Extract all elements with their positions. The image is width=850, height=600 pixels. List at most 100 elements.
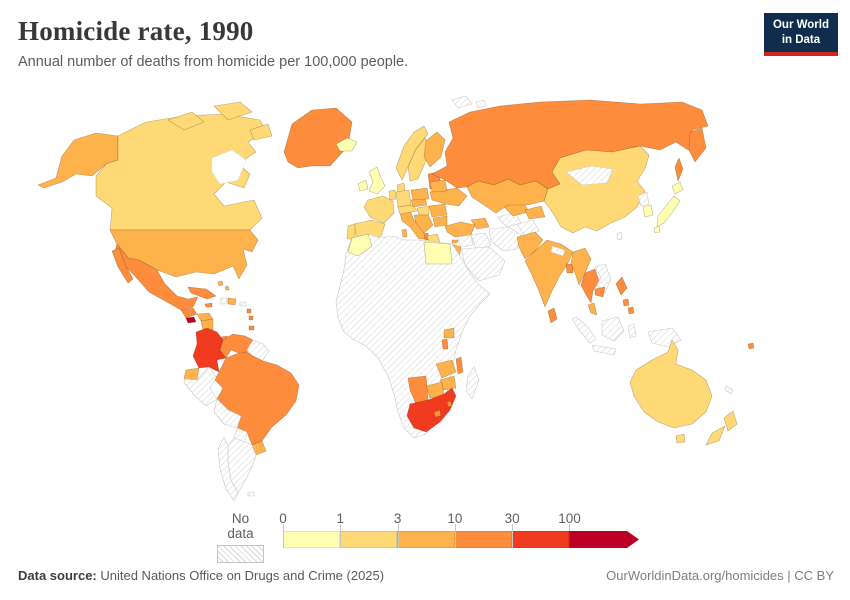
- country-romania[interactable]: [428, 203, 448, 218]
- country-taiwan[interactable]: [616, 231, 623, 241]
- country-benelux[interactable]: [388, 189, 397, 201]
- country-morocco[interactable]: [347, 233, 373, 257]
- country-svalbard[interactable]: [451, 95, 487, 109]
- country-india[interactable]: [524, 239, 574, 308]
- country-poland[interactable]: [410, 187, 430, 201]
- country-russia-kamchatka[interactable]: [688, 127, 707, 163]
- country-peru[interactable]: [183, 366, 218, 407]
- country-kyrgyzstan-tajikistan[interactable]: [524, 205, 546, 220]
- country-guatemala[interactable]: [180, 307, 198, 319]
- country-canada-arctic-3[interactable]: [249, 123, 273, 141]
- chart-subtitle: Annual number of deaths from homicide pe…: [18, 54, 409, 70]
- country-yugoslavia[interactable]: [413, 214, 434, 234]
- country-japan[interactable]: [653, 181, 684, 234]
- legend-swatch-1-3[interactable]: [340, 531, 398, 548]
- country-iran[interactable]: [488, 226, 522, 252]
- country-turkey[interactable]: [444, 221, 476, 238]
- country-ireland[interactable]: [357, 179, 369, 192]
- data-source: Data source: United Nations Office on Dr…: [18, 568, 384, 583]
- country-bahamas[interactable]: [217, 280, 230, 291]
- country-malawi[interactable]: [455, 356, 464, 375]
- country-cyprus[interactable]: [451, 239, 459, 244]
- country-philippines[interactable]: [615, 276, 635, 315]
- country-haiti[interactable]: [220, 297, 228, 305]
- country-el-salvador[interactable]: [185, 316, 197, 324]
- country-puerto-rico[interactable]: [239, 301, 247, 307]
- country-united-kingdom[interactable]: [368, 166, 386, 195]
- country-new-guinea[interactable]: [647, 327, 682, 348]
- country-uganda[interactable]: [443, 327, 455, 339]
- country-nicaragua[interactable]: [200, 318, 214, 331]
- country-jamaica[interactable]: [204, 302, 213, 308]
- country-new-zealand[interactable]: [705, 410, 738, 446]
- legend-swatch-10-30[interactable]: [454, 531, 512, 548]
- country-finland[interactable]: [423, 131, 446, 168]
- country-bangladesh[interactable]: [565, 263, 574, 274]
- country-fiji[interactable]: [747, 342, 755, 350]
- country-madagascar[interactable]: [465, 366, 480, 400]
- country-venezuela[interactable]: [219, 333, 254, 359]
- data-source-text: United Nations Office on Drugs and Crime…: [96, 568, 385, 583]
- country-mexico[interactable]: [113, 243, 199, 311]
- country-hungary[interactable]: [416, 205, 430, 216]
- legend-swatch-0-1[interactable]: [283, 531, 341, 548]
- country-indonesia-borneo[interactable]: [601, 316, 625, 342]
- country-france[interactable]: [363, 195, 395, 224]
- legend-swatch-30-100[interactable]: [511, 531, 570, 548]
- country-falkland-islands[interactable]: [247, 491, 255, 497]
- country-australia[interactable]: [629, 339, 713, 429]
- country-chile[interactable]: [217, 436, 239, 502]
- legend-swatch-100-plus[interactable]: [569, 531, 639, 548]
- country-ecuador[interactable]: [183, 367, 200, 381]
- country-norway[interactable]: [395, 125, 429, 181]
- country-canada-arctic-2[interactable]: [213, 101, 253, 121]
- country-egypt[interactable]: [423, 241, 453, 265]
- country-greenland[interactable]: [283, 107, 353, 169]
- footer-link[interactable]: OurWorldinData.org/homicides | CC BY: [606, 568, 834, 583]
- country-russia-sakhalin[interactable]: [674, 157, 684, 182]
- country-syria[interactable]: [456, 234, 474, 248]
- country-mongolia[interactable]: [565, 165, 614, 186]
- country-belarus[interactable]: [429, 179, 448, 193]
- country-canada[interactable]: [95, 113, 267, 231]
- country-myanmar[interactable]: [570, 247, 592, 286]
- country-brazil[interactable]: [214, 351, 300, 446]
- country-iraq[interactable]: [470, 232, 492, 252]
- country-south-korea[interactable]: [642, 204, 654, 218]
- country-lesotho[interactable]: [433, 409, 442, 418]
- country-swaziland[interactable]: [446, 400, 453, 408]
- country-colombia[interactable]: [192, 327, 227, 373]
- world-map: [0, 88, 850, 508]
- country-cuba[interactable]: [187, 286, 217, 300]
- country-nepal[interactable]: [550, 245, 566, 257]
- country-australia-tasmania[interactable]: [675, 433, 686, 444]
- legend-swatch-3-10[interactable]: [397, 531, 455, 548]
- country-bulgaria[interactable]: [432, 215, 448, 228]
- country-indonesia-sulawesi[interactable]: [627, 323, 637, 339]
- country-north-korea[interactable]: [637, 191, 650, 207]
- country-thailand[interactable]: [580, 268, 600, 304]
- country-portugal[interactable]: [346, 223, 356, 240]
- country-iceland[interactable]: [335, 137, 358, 152]
- legend-no-data-swatch[interactable]: [217, 545, 264, 563]
- country-germany[interactable]: [395, 189, 412, 208]
- country-malaysia[interactable]: [587, 302, 598, 316]
- country-switzerland-austria[interactable]: [397, 204, 418, 215]
- country-laos-vietnam[interactable]: [594, 263, 612, 294]
- country-rwanda-burundi[interactable]: [441, 338, 449, 350]
- country-sri-lanka[interactable]: [547, 307, 558, 324]
- country-trinidad-and-tobago[interactable]: [248, 325, 255, 331]
- country-indonesia-sumatra[interactable]: [571, 316, 597, 344]
- country-south-africa[interactable]: [406, 387, 457, 433]
- owid-logo[interactable]: Our World in Data: [763, 13, 838, 56]
- country-caucasus[interactable]: [470, 217, 490, 230]
- country-new-caledonia[interactable]: [724, 385, 734, 395]
- country-cambodia[interactable]: [594, 286, 606, 298]
- country-mexico-baja[interactable]: [111, 247, 134, 284]
- country-indonesia-java[interactable]: [591, 344, 617, 356]
- country-china[interactable]: [543, 145, 650, 234]
- country-zambia[interactable]: [435, 359, 457, 379]
- country-canada-arctic-1[interactable]: [167, 111, 205, 131]
- country-dominican-republic[interactable]: [227, 297, 237, 306]
- country-lesser-antilles[interactable]: [246, 308, 254, 321]
